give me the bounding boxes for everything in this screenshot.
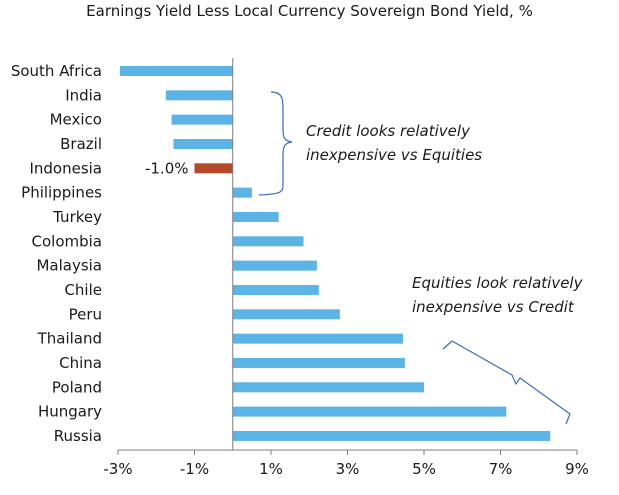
annotation-equities-line-2: inexpensive vs Credit — [412, 298, 575, 316]
bar-colombia — [232, 236, 304, 247]
bar-mexico — [171, 114, 233, 125]
category-label-turkey: Turkey — [52, 208, 102, 226]
x-tick-label: 5% — [412, 460, 436, 478]
x-tick-label: -1% — [180, 460, 209, 478]
x-tick-label: 9% — [565, 460, 589, 478]
bar-china — [232, 357, 405, 368]
category-label-malaysia: Malaysia — [36, 257, 102, 275]
category-label-thailand: Thailand — [37, 330, 102, 348]
category-label-south-africa: South Africa — [11, 62, 102, 80]
x-tick-label: 1% — [259, 460, 283, 478]
bar-peru — [232, 309, 340, 320]
category-label-mexico: Mexico — [50, 111, 102, 129]
bracket-credit — [258, 91, 293, 196]
annotations: Credit looks relatively inexpensive vs Eq… — [258, 91, 584, 425]
category-label-indonesia: Indonesia — [29, 159, 102, 177]
bar-philippines — [232, 187, 252, 198]
x-tick-label: 3% — [336, 460, 360, 478]
bar-thailand — [232, 333, 403, 344]
category-labels: South Africa India Mexico Brazil Indonesia -1… — [11, 62, 189, 445]
category-label-philippines: Philippines — [21, 184, 102, 202]
data-label-indonesia: -1.0% — [145, 159, 189, 177]
chart-title: Earnings Yield Less Local Currency Sover… — [86, 2, 533, 20]
category-label-hungary: Hungary — [38, 403, 102, 421]
x-tick-label: -3% — [103, 460, 132, 478]
category-label-colombia: Colombia — [32, 232, 103, 250]
category-label-india: India — [65, 86, 102, 104]
category-label-chile: Chile — [64, 281, 102, 299]
annotation-credit-line-2: inexpensive vs Equities — [306, 146, 482, 164]
x-axis: -3% -1% 1% 3% 5% 7% 9% — [103, 58, 589, 478]
category-label-brazil: Brazil — [60, 135, 102, 153]
bar-brazil — [173, 138, 233, 149]
category-label-china: China — [59, 354, 102, 372]
bracket-equities — [442, 340, 571, 425]
category-label-russia: Russia — [54, 427, 102, 445]
bar-chile — [232, 284, 319, 295]
bar-south-africa — [119, 66, 233, 76]
bars-layer — [119, 66, 551, 441]
bar-india — [165, 90, 233, 101]
bar-malaysia — [232, 260, 317, 271]
bar-russia — [232, 430, 551, 441]
bar-hungary — [232, 406, 507, 417]
bar-poland — [232, 382, 424, 393]
category-label-poland: Poland — [52, 378, 102, 396]
x-tick-label: 7% — [489, 460, 513, 478]
bar-turkey — [232, 211, 279, 222]
category-label-peru: Peru — [69, 305, 102, 323]
annotation-equities-line-1: Equities look relatively — [412, 274, 584, 292]
bar-indonesia — [194, 163, 233, 174]
annotation-credit-line-1: Credit looks relatively — [306, 122, 471, 140]
